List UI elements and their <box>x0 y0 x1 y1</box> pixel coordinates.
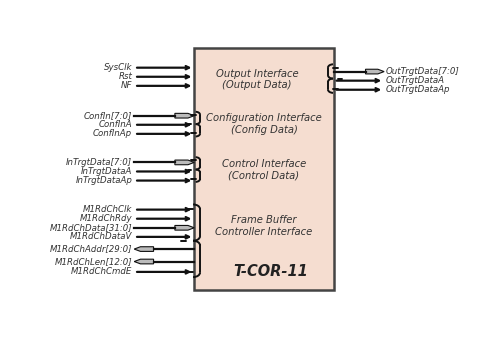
Text: InTrgtDataAp: InTrgtDataAp <box>76 176 132 185</box>
Text: Frame Buffer
Controller Interface: Frame Buffer Controller Interface <box>216 215 312 237</box>
Text: SysClk: SysClk <box>104 63 132 72</box>
Text: M1RdChRdy: M1RdChRdy <box>80 214 132 223</box>
Text: ConfIn[7:0]: ConfIn[7:0] <box>84 111 132 120</box>
Polygon shape <box>134 259 154 264</box>
Text: T-COR-11: T-COR-11 <box>234 264 308 279</box>
Text: Output Interface
(Output Data): Output Interface (Output Data) <box>216 68 298 90</box>
Text: OutTrgtData[7:0]: OutTrgtData[7:0] <box>386 67 460 76</box>
Polygon shape <box>366 69 384 74</box>
Text: OutTrgtDataAp: OutTrgtDataAp <box>386 85 450 94</box>
Text: Rst: Rst <box>118 72 132 81</box>
Polygon shape <box>175 160 194 165</box>
Text: M1RdChAddr[29:0]: M1RdChAddr[29:0] <box>50 245 132 253</box>
Text: NF: NF <box>121 81 132 90</box>
Text: M1RdChDataV: M1RdChDataV <box>70 233 132 241</box>
Text: ConfInA: ConfInA <box>98 120 132 129</box>
Polygon shape <box>175 113 194 118</box>
Text: M1RdChClk: M1RdChClk <box>83 205 132 214</box>
Text: M1RdChData[31:0]: M1RdChData[31:0] <box>50 223 132 232</box>
Text: Configuration Interface
(Config Data): Configuration Interface (Config Data) <box>206 113 322 135</box>
Polygon shape <box>134 247 154 251</box>
Text: InTrgtData[7:0]: InTrgtData[7:0] <box>66 158 132 167</box>
Text: OutTrgtDataA: OutTrgtDataA <box>386 76 445 85</box>
Text: M1RdChLen[12:0]: M1RdChLen[12:0] <box>54 257 132 266</box>
Text: ConfInAp: ConfInAp <box>93 129 132 139</box>
Text: InTrgtDataA: InTrgtDataA <box>81 167 132 176</box>
Polygon shape <box>175 225 194 230</box>
Text: Control Interface
(Control Data): Control Interface (Control Data) <box>222 159 306 180</box>
Bar <box>194 48 334 289</box>
Text: M1RdChCmdE: M1RdChCmdE <box>71 267 132 276</box>
